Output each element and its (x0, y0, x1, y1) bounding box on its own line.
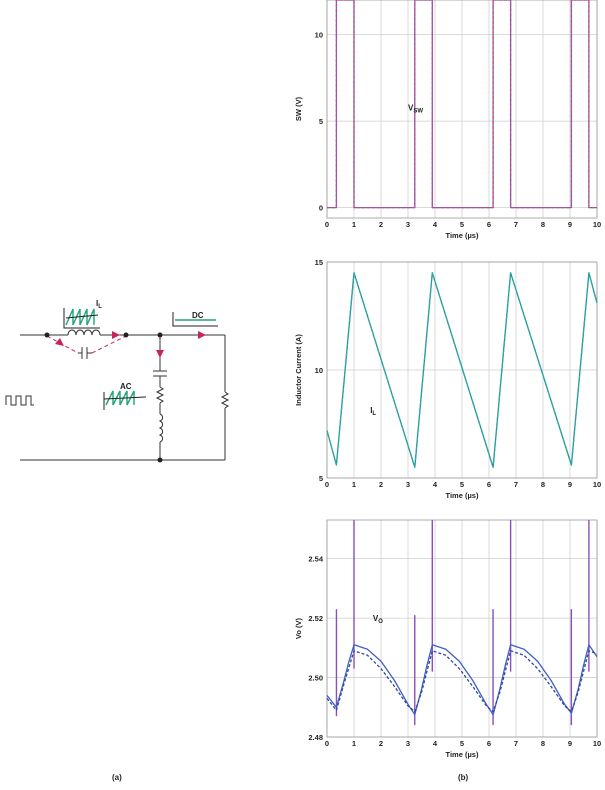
arrow-icon (156, 350, 164, 358)
x-tick-label: 0 (325, 739, 329, 748)
plot-frame (326, 519, 598, 738)
load-resistor (220, 391, 230, 409)
caption-b: (b) (458, 773, 469, 782)
x-tick-label: 3 (406, 480, 410, 489)
x-tick-label: 8 (541, 480, 545, 489)
series-line-2 (327, 0, 597, 209)
series-line-2 (326, 272, 598, 468)
arrow-icon (198, 331, 206, 339)
x-tick-label: 5 (460, 739, 464, 748)
y-axis-label: Inductor Current (A) (294, 334, 303, 406)
junction-node-2 (123, 332, 129, 338)
y-tick-label: 2.50 (308, 674, 323, 683)
junction-node-4 (157, 457, 163, 463)
series-annotation: IL (370, 406, 376, 417)
shunt-inductor (158, 413, 164, 443)
x-tick-label: 1 (352, 220, 356, 229)
junction-node-3 (157, 332, 163, 338)
x-axis-label: Time (µs) (446, 491, 479, 500)
y-tick-label: 0 (319, 204, 323, 213)
x-tick-label: 2 (379, 739, 383, 748)
y-tick-label: 10 (315, 366, 323, 375)
y-tick-label: 15 (315, 258, 323, 267)
x-tick-label: 10 (593, 739, 601, 748)
plot-frame (326, 0, 598, 219)
x-axis-label: Time (µs) (446, 750, 479, 759)
x-tick-label: 8 (541, 739, 545, 748)
x-tick-label: 1 (352, 480, 356, 489)
x-tick-label: 7 (514, 739, 518, 748)
y-tick-label: 2.48 (308, 733, 323, 742)
output-voltage-chart: 0 1 2 3 4 5 6 7 8 9 10 2.48 2.50 2.52 2.54 Time (µs) Vo … (294, 519, 601, 759)
junction-node-1 (44, 332, 50, 338)
series-annotation: VO (373, 614, 383, 625)
x-tick-label: 5 (460, 480, 464, 489)
x-tick-label: 7 (514, 480, 518, 489)
x-tick-label: 2 (379, 220, 383, 229)
series-inductor (67, 329, 101, 336)
x-tick-label: 10 (593, 220, 601, 229)
dc-inset-label: DC (192, 311, 204, 320)
x-axis-label: Time (µs) (446, 231, 479, 240)
series-line-2 (326, 650, 598, 713)
x-tick-label: 3 (406, 220, 410, 229)
series-annotation: VSW (408, 104, 423, 115)
y-axis-label: SW (V) (294, 96, 303, 121)
x-tick-label: 2 (379, 480, 383, 489)
y-tick-label: 2.54 (308, 555, 323, 564)
buck-converter-circuit (5, 308, 230, 463)
x-tick-label: 4 (433, 739, 438, 748)
il-waveform-inset (63, 308, 100, 329)
x-tick-label: 0 (325, 220, 329, 229)
shunt-resistor (155, 386, 165, 404)
x-tick-label: 3 (406, 739, 410, 748)
x-tick-label: 4 (433, 480, 438, 489)
x-tick-label: 6 (487, 220, 491, 229)
x-tick-label: 6 (487, 480, 491, 489)
dc-waveform-inset (172, 312, 218, 327)
arrow-icon (112, 331, 120, 339)
ac-waveform-inset (103, 390, 147, 410)
x-tick-label: 0 (325, 480, 329, 489)
y-tick-label: 10 (315, 31, 323, 40)
x-tick-label: 4 (433, 220, 438, 229)
y-tick-label: 5 (319, 474, 323, 483)
x-tick-label: 6 (487, 739, 491, 748)
square-wave-source-icon (5, 395, 34, 406)
y-axis-label: Vo (V) (294, 617, 303, 639)
inductor-current-chart: 0 1 2 3 4 5 6 7 8 9 10 5 10 15 Time (µs) Inductor Curre… (294, 258, 601, 500)
x-tick-label: 9 (568, 739, 572, 748)
series-line-1 (326, 644, 598, 716)
il-inset-label: IL (96, 299, 102, 310)
sw-voltage-chart: 0 1 2 3 4 5 6 7 8 9 10 0 5 10 Time (µs) SW (V) VSW (294, 0, 601, 240)
x-tick-label: 5 (460, 220, 464, 229)
x-tick-label: 7 (514, 220, 518, 229)
caption-a: (a) (112, 773, 122, 782)
y-tick-label: 5 (319, 117, 323, 126)
arrow-icon (55, 338, 64, 346)
x-tick-label: 8 (541, 220, 545, 229)
x-tick-label: 10 (593, 480, 601, 489)
ac-inset-label: AC (120, 382, 132, 391)
plot-frame (326, 261, 598, 479)
x-tick-label: 9 (568, 480, 572, 489)
x-tick-label: 1 (352, 739, 356, 748)
x-tick-label: 9 (568, 220, 572, 229)
y-tick-label: 2.52 (308, 614, 323, 623)
